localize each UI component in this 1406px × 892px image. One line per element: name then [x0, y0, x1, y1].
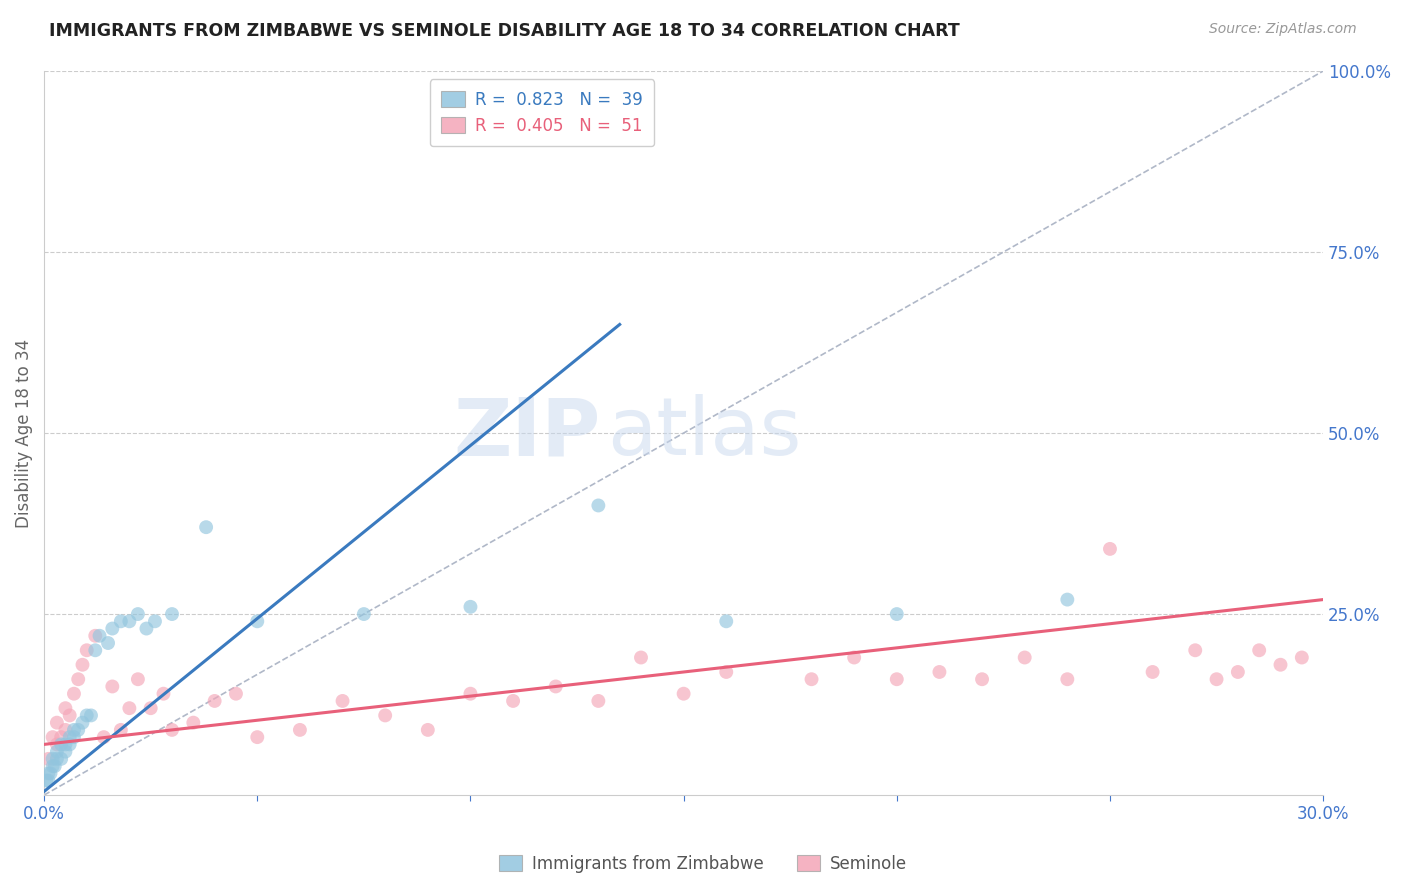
Point [39, 766, 62, 780]
Point [110, 615, 132, 629]
Point [45, 752, 67, 766]
Point [55, 738, 77, 752]
Text: ZIP: ZIP [453, 394, 600, 472]
Point [416, 723, 439, 737]
Point [37, 773, 59, 788]
Point [76, 643, 98, 657]
Point [55, 723, 77, 737]
Point [51, 752, 73, 766]
Point [332, 694, 354, 708]
Point [143, 615, 166, 629]
Point [127, 672, 149, 686]
Text: atlas: atlas [607, 394, 801, 472]
Point [1270, 657, 1292, 672]
Point [374, 708, 396, 723]
Point [55, 745, 77, 759]
Point [118, 701, 141, 715]
Point [139, 701, 162, 715]
Point [1142, 665, 1164, 679]
Point [152, 687, 174, 701]
Point [59, 738, 82, 752]
Point [1249, 643, 1271, 657]
Point [59, 708, 82, 723]
Point [76, 708, 98, 723]
Point [80, 708, 103, 723]
Point [97, 636, 120, 650]
Point [63, 730, 86, 744]
Point [160, 607, 183, 621]
Point [63, 723, 86, 737]
Point [195, 520, 218, 534]
Point [460, 599, 482, 614]
Point [63, 687, 86, 701]
Point [135, 622, 157, 636]
Text: Source: ZipAtlas.com: Source: ZipAtlas.com [1209, 22, 1357, 37]
Point [970, 672, 993, 686]
Y-axis label: Disability Age 18 to 34: Disability Age 18 to 34 [15, 338, 32, 528]
Point [45, 738, 67, 752]
Point [1205, 672, 1227, 686]
Point [1014, 650, 1036, 665]
Point [160, 723, 183, 737]
Point [41, 752, 63, 766]
Point [246, 730, 269, 744]
Point [35, 773, 58, 788]
Point [45, 745, 67, 759]
Point [45, 715, 67, 730]
Point [502, 694, 524, 708]
Point [928, 665, 950, 679]
Legend: Immigrants from Zimbabwe, Seminole: Immigrants from Zimbabwe, Seminole [492, 848, 914, 880]
Point [101, 622, 124, 636]
Point [37, 752, 59, 766]
Point [588, 499, 610, 513]
Point [37, 766, 59, 780]
Point [101, 680, 124, 694]
Point [288, 723, 311, 737]
Point [72, 715, 94, 730]
Point [225, 687, 247, 701]
Legend: R =  0.823   N =  39, R =  0.405   N =  51: R = 0.823 N = 39, R = 0.405 N = 51 [430, 79, 654, 146]
Point [716, 615, 738, 629]
Point [44, 759, 66, 773]
Point [127, 607, 149, 621]
Point [1291, 650, 1313, 665]
Point [544, 680, 567, 694]
Point [93, 730, 115, 744]
Point [204, 694, 226, 708]
Point [353, 607, 375, 621]
Text: IMMIGRANTS FROM ZIMBABWE VS SEMINOLE DISABILITY AGE 18 TO 34 CORRELATION CHART: IMMIGRANTS FROM ZIMBABWE VS SEMINOLE DIS… [49, 22, 960, 40]
Point [183, 715, 205, 730]
Point [1056, 592, 1078, 607]
Point [41, 730, 63, 744]
Point [118, 615, 141, 629]
Point [716, 665, 738, 679]
Point [886, 607, 908, 621]
Point [800, 672, 823, 686]
Point [67, 672, 90, 686]
Point [588, 694, 610, 708]
Point [59, 730, 82, 744]
Point [1184, 643, 1206, 657]
Point [1098, 541, 1121, 556]
Point [51, 738, 73, 752]
Point [1056, 672, 1078, 686]
Point [886, 672, 908, 686]
Point [89, 629, 111, 643]
Point [55, 701, 77, 715]
Point [246, 615, 269, 629]
Point [84, 643, 107, 657]
Point [844, 650, 866, 665]
Point [51, 730, 73, 744]
Point [67, 723, 90, 737]
Point [672, 687, 695, 701]
Point [84, 629, 107, 643]
Point [460, 687, 482, 701]
Point [110, 723, 132, 737]
Point [630, 650, 652, 665]
Point [72, 657, 94, 672]
Point [41, 759, 63, 773]
Point [1226, 665, 1249, 679]
